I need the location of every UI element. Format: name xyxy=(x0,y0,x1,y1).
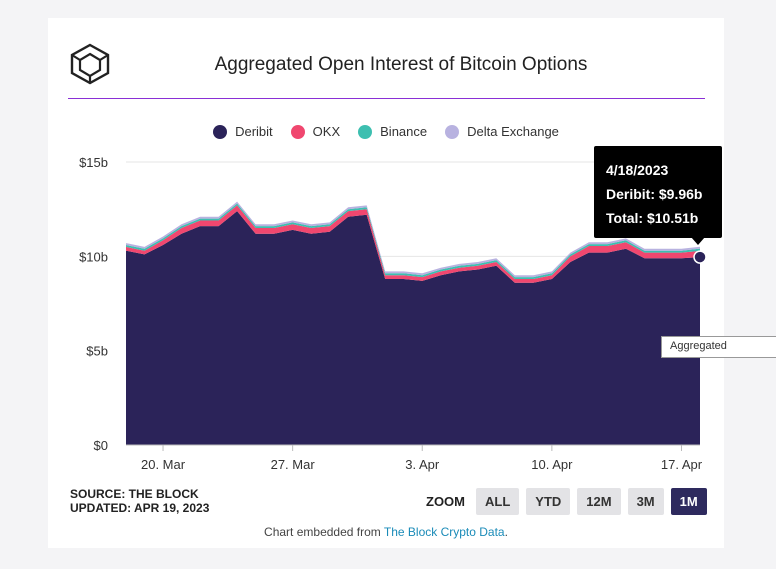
the-block-data-link[interactable]: The Block Crypto Data xyxy=(383,525,505,539)
zoom-all-button[interactable]: ALL xyxy=(476,488,520,515)
x-tick-label-1: 27. Mar xyxy=(271,457,316,472)
area-series-deribit xyxy=(126,211,700,445)
hover-point-marker xyxy=(693,250,707,264)
embed-prefix: Chart embedded from xyxy=(264,525,384,539)
y-tick-label-3: $15b xyxy=(79,155,108,170)
legend-item-binance[interactable]: Binance xyxy=(358,124,427,139)
legend-item-delta-exchange[interactable]: Delta Exchange xyxy=(445,124,559,139)
side-panel-tab[interactable]: Aggregated xyxy=(661,336,776,358)
y-tick-label-1: $5b xyxy=(86,344,108,359)
legend-item-okx[interactable]: OKX xyxy=(290,124,341,139)
y-tick-label-2: $10b xyxy=(79,249,108,264)
zoom-label: ZOOM xyxy=(426,494,465,509)
legend-label-binance: Binance xyxy=(380,124,428,139)
the-block-logo-icon xyxy=(70,43,110,85)
embed-note: Chart embedded from The Block Crypto Dat… xyxy=(48,525,724,539)
legend-dot-deribit xyxy=(213,124,228,139)
zoom-3m-button[interactable]: 3M xyxy=(627,488,664,515)
area-chart: $0 $5b $10b $15b 20. Mar 27. Mar 3. Apr 10. Apr… xyxy=(79,155,707,472)
legend-dot-okx xyxy=(290,124,305,139)
zoom-ytd-button[interactable]: YTD xyxy=(526,488,571,515)
chart-title: Aggregated Open Interest of Bitcoin Opti… xyxy=(214,54,588,75)
tooltip-total: Total: $10.51b xyxy=(606,210,699,226)
tooltip-arrow xyxy=(691,237,705,245)
title-divider xyxy=(68,98,705,99)
legend: Deribit OKX Binance Delta Exchange xyxy=(48,124,724,139)
x-tick-label-4: 17. Apr xyxy=(661,457,703,472)
x-tick-label-0: 20. Mar xyxy=(141,457,186,472)
legend-label-delta-exchange: Delta Exchange xyxy=(467,124,559,139)
zoom-12m-button[interactable]: 12M xyxy=(577,488,621,515)
zoom-1m-button[interactable]: 1M xyxy=(670,488,707,515)
legend-dot-binance xyxy=(358,124,373,139)
y-tick-label-0: $0 xyxy=(94,438,108,453)
x-tick-label-3: 10. Apr xyxy=(531,457,573,472)
source-text: SOURCE: THE BLOCK xyxy=(70,487,199,501)
tooltip-date: 4/18/2023 xyxy=(606,162,669,178)
legend-label-deribit: Deribit xyxy=(235,124,273,139)
source-info: SOURCE: THE BLOCK UPDATED: APR 19, 2023 xyxy=(70,487,209,515)
legend-label-okx: OKX xyxy=(312,124,341,139)
chart-tooltip: 4/18/2023 Deribit: $9.96b Total: $10.51b xyxy=(594,146,722,238)
updated-text: UPDATED: APR 19, 2023 xyxy=(70,501,210,515)
legend-dot-delta-exchange xyxy=(445,124,460,139)
embed-suffix: . xyxy=(504,525,508,539)
chart-card: Aggregated Open Interest of Bitcoin Opti… xyxy=(48,18,724,548)
legend-item-deribit[interactable]: Deribit xyxy=(213,124,273,139)
zoom-controls: ZOOM ALL YTD 12M 3M 1M xyxy=(426,488,707,515)
x-tick-label-2: 3. Apr xyxy=(405,457,440,472)
tooltip-deribit: Deribit: $9.96b xyxy=(606,186,703,202)
